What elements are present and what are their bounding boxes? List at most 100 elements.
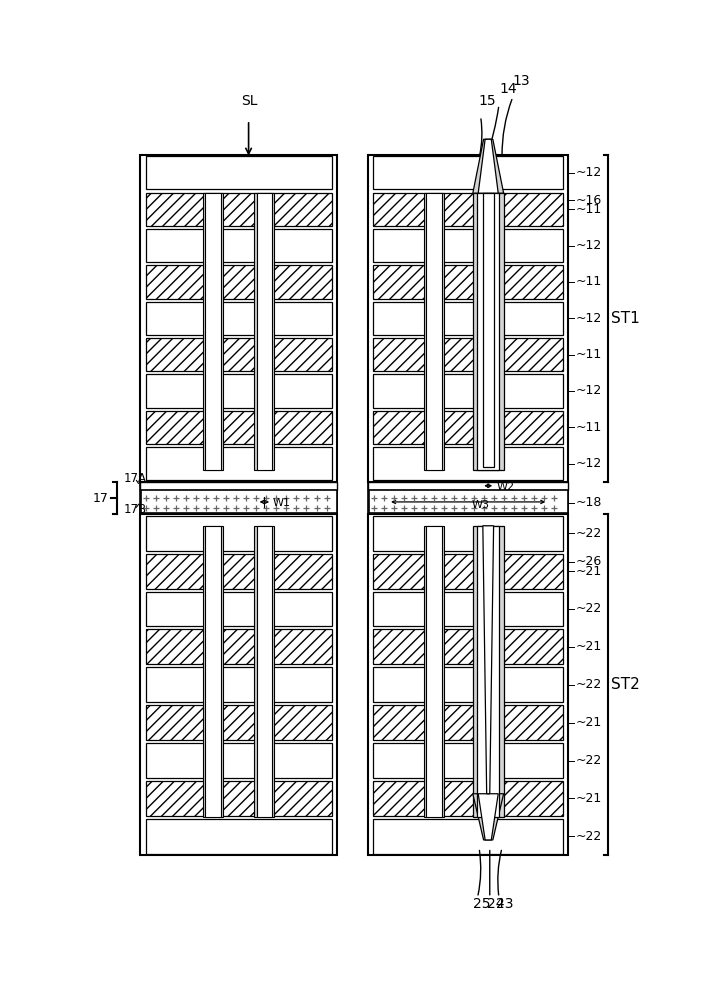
- Bar: [146, 781, 332, 816]
- Text: 14: 14: [499, 82, 517, 96]
- Bar: [373, 447, 563, 480]
- Text: 13: 13: [513, 74, 531, 88]
- Text: 15: 15: [478, 94, 496, 108]
- Bar: [373, 819, 563, 854]
- Bar: [373, 265, 563, 299]
- Text: ST2: ST2: [611, 677, 640, 692]
- Bar: [205, 526, 221, 817]
- Bar: [205, 193, 221, 470]
- Bar: [254, 526, 274, 817]
- Text: 24: 24: [486, 897, 504, 911]
- Bar: [368, 514, 568, 855]
- Text: ~12: ~12: [576, 457, 602, 470]
- Text: ~21: ~21: [576, 792, 602, 805]
- Bar: [473, 193, 504, 470]
- Bar: [373, 193, 563, 226]
- Bar: [368, 155, 568, 482]
- Bar: [257, 193, 272, 470]
- Text: 17: 17: [92, 492, 108, 505]
- Text: ST1: ST1: [611, 311, 640, 326]
- Bar: [140, 482, 337, 490]
- Bar: [140, 155, 337, 482]
- Bar: [146, 265, 332, 299]
- Text: ~21: ~21: [576, 716, 602, 729]
- Bar: [373, 302, 563, 335]
- Text: ~12: ~12: [576, 166, 602, 179]
- Bar: [373, 338, 563, 371]
- Text: ~22: ~22: [576, 830, 602, 843]
- Text: ~12: ~12: [576, 239, 602, 252]
- Bar: [373, 743, 563, 778]
- Text: 17A: 17A: [123, 472, 146, 485]
- Text: W1: W1: [273, 498, 291, 508]
- Polygon shape: [473, 139, 504, 193]
- Text: ~21: ~21: [576, 640, 602, 653]
- Bar: [203, 526, 223, 817]
- Bar: [473, 526, 504, 817]
- Polygon shape: [483, 526, 494, 794]
- Bar: [146, 743, 332, 778]
- Bar: [140, 514, 337, 855]
- Text: ~11: ~11: [576, 421, 602, 434]
- Bar: [146, 338, 332, 371]
- Bar: [373, 374, 563, 408]
- Bar: [146, 629, 332, 664]
- Bar: [146, 516, 332, 551]
- Bar: [146, 819, 332, 854]
- Bar: [140, 482, 337, 514]
- Text: ~26: ~26: [576, 555, 602, 568]
- Bar: [424, 193, 444, 470]
- Text: ~11: ~11: [576, 275, 602, 288]
- Bar: [373, 705, 563, 740]
- Bar: [373, 156, 563, 189]
- Bar: [146, 411, 332, 444]
- Text: ~11: ~11: [576, 348, 602, 361]
- Bar: [146, 667, 332, 702]
- Text: ~16: ~16: [576, 194, 602, 207]
- Text: ~12: ~12: [576, 384, 602, 397]
- Text: ~22: ~22: [576, 602, 602, 615]
- Bar: [368, 482, 568, 514]
- Text: 23: 23: [496, 897, 513, 911]
- Bar: [203, 193, 223, 470]
- Bar: [373, 516, 563, 551]
- Polygon shape: [473, 794, 504, 840]
- Bar: [146, 302, 332, 335]
- Text: 25: 25: [473, 897, 490, 911]
- Bar: [483, 193, 494, 467]
- Bar: [373, 411, 563, 444]
- Bar: [373, 592, 563, 626]
- Bar: [424, 526, 444, 817]
- Bar: [146, 156, 332, 189]
- Text: ~22: ~22: [576, 678, 602, 691]
- Bar: [478, 526, 499, 817]
- Bar: [146, 193, 332, 226]
- Text: ~18: ~18: [576, 496, 602, 509]
- Text: W3: W3: [472, 500, 490, 510]
- Text: SL: SL: [241, 94, 257, 108]
- Bar: [254, 193, 274, 470]
- Bar: [373, 667, 563, 702]
- Text: 17B: 17B: [123, 503, 146, 516]
- Bar: [141, 490, 336, 513]
- Bar: [478, 193, 499, 470]
- Text: ~21: ~21: [576, 565, 602, 578]
- Bar: [146, 705, 332, 740]
- Polygon shape: [478, 139, 498, 193]
- Bar: [369, 490, 568, 513]
- Polygon shape: [478, 794, 498, 840]
- Text: ~22: ~22: [576, 754, 602, 767]
- Bar: [146, 592, 332, 626]
- Bar: [373, 554, 563, 589]
- Bar: [146, 229, 332, 262]
- Text: ~22: ~22: [576, 527, 602, 540]
- Bar: [373, 781, 563, 816]
- Bar: [368, 482, 568, 490]
- Bar: [426, 193, 442, 470]
- Bar: [373, 629, 563, 664]
- Text: ~11: ~11: [576, 203, 602, 216]
- Bar: [146, 374, 332, 408]
- Bar: [426, 526, 442, 817]
- Text: ~12: ~12: [576, 312, 602, 325]
- Bar: [146, 554, 332, 589]
